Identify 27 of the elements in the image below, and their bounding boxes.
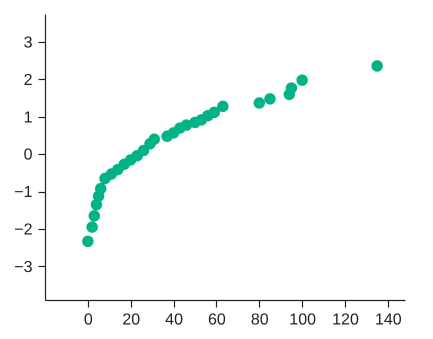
y-tick-label: 1 [24, 109, 33, 126]
point [88, 210, 100, 222]
x-tick-label: 140 [375, 312, 402, 328]
y-tick-label: 0 [24, 146, 33, 164]
x-tick-label: 60 [208, 312, 226, 328]
point [254, 97, 265, 109]
x-tick-label: 100 [289, 312, 316, 328]
x-tick-label: 20 [122, 312, 140, 328]
x-tick-label: 40 [165, 312, 184, 328]
y-tick-label: 2 [24, 72, 33, 89]
point [148, 134, 160, 145]
y-tick-label: −2 [14, 221, 33, 238]
y-tick-label: 3 [24, 34, 33, 52]
x-tick-label: 80 [250, 312, 269, 328]
point [82, 236, 94, 247]
point [95, 182, 106, 194]
point [264, 93, 276, 105]
point [296, 74, 308, 86]
point [208, 106, 220, 118]
y-tick-label: −3 [14, 258, 33, 276]
point [286, 82, 298, 94]
y-tick-label: −1 [14, 184, 33, 202]
x-tick-label: 120 [332, 312, 359, 328]
x-tick-label: 0 [84, 312, 93, 328]
point [217, 100, 229, 112]
point [86, 221, 98, 233]
point [371, 60, 383, 72]
